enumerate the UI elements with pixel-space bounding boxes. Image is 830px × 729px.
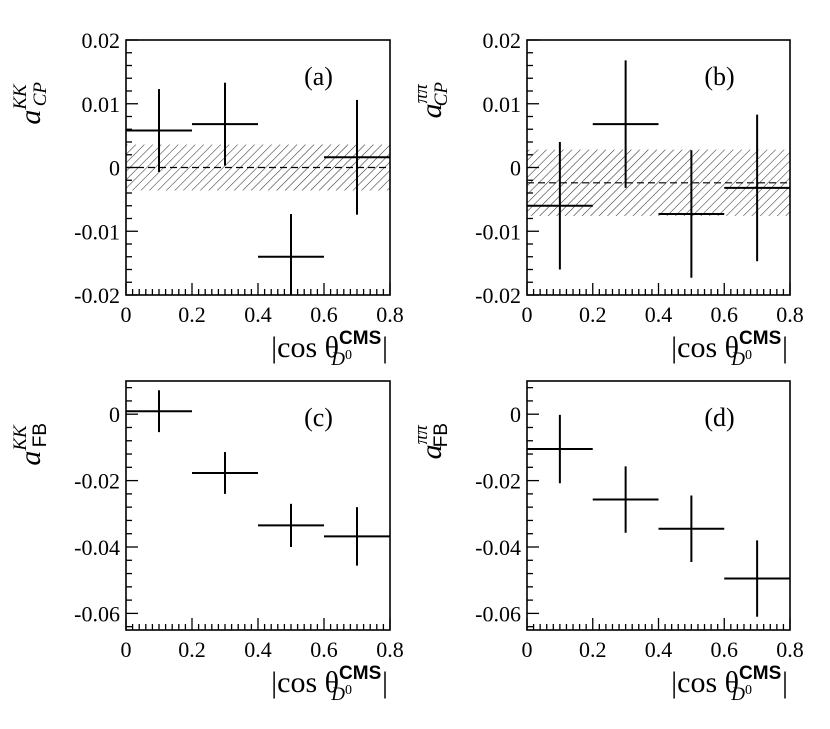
x-tick-label: 0	[121, 302, 132, 327]
x-tick-label: 0	[522, 637, 533, 662]
data-point	[527, 142, 593, 270]
y-tick-label: 0.02	[483, 28, 522, 53]
x-tick-label: 0.8	[376, 302, 404, 327]
plot-frame	[526, 380, 791, 631]
data-point	[192, 82, 258, 166]
y-axis-label: aKKFB	[10, 423, 51, 466]
x-tick-label: 0.4	[244, 637, 272, 662]
y-tick-label: -0.04	[74, 535, 120, 560]
y-axis-label: aππCP	[411, 82, 452, 119]
data-point	[658, 150, 725, 278]
y-tick-label: 0.02	[82, 28, 121, 53]
panel-label: (a)	[304, 62, 333, 91]
panel-c: 0 0.2 0.4 0.6 0.8 -0.06 -0.04 -0.02 0 (c) aKKFB |co…	[10, 380, 404, 705]
y-tick-label: -0.04	[475, 535, 521, 560]
y-axis-label: aππFB	[411, 423, 452, 459]
data-point	[192, 452, 258, 494]
x-tick-label: 0.2	[579, 302, 607, 327]
x-axis-label: |cos θCMS D0 |	[271, 328, 388, 370]
y-tick-label: -0.01	[475, 219, 521, 244]
x-axis-label: |cos θCMS D0 |	[671, 663, 788, 705]
x-tick-label: 0.8	[376, 637, 404, 662]
panel-a: 0 0.2 0.4 0.6 0.8 -0.02 -0.01 0 0.01 0.02 (a) aKKCP…	[10, 28, 404, 370]
y-tick-label: -0.02	[74, 469, 120, 494]
x-tick-label: 0.6	[711, 637, 739, 662]
x-tick-label: 0.8	[776, 637, 804, 662]
data-point	[126, 390, 192, 433]
y-tick-label: -0.02	[475, 283, 521, 308]
y-tick-label: -0.02	[74, 283, 120, 308]
data-point	[527, 414, 593, 484]
x-axis-label: |cos θCMS D0 |	[271, 663, 388, 705]
data-point	[324, 99, 390, 215]
x-tick-label: 0.4	[645, 302, 673, 327]
x-tick-label: 0.6	[711, 302, 739, 327]
panel-d: 0 0.2 0.4 0.6 0.8 -0.06 -0.04 -0.02 0 (d) aππFB |co…	[411, 380, 804, 705]
y-tick-label: -0.06	[475, 601, 521, 626]
y-tick-label: 0.01	[82, 92, 121, 117]
x-tick-label: 0.2	[178, 302, 206, 327]
plot-frame	[125, 380, 391, 631]
x-tick-label: 0.8	[776, 302, 804, 327]
y-tick-label: -0.01	[74, 219, 120, 244]
data-point	[324, 507, 390, 566]
x-tick-label: 0.6	[310, 302, 338, 327]
y-axis-label: aKKCP	[10, 82, 51, 125]
x-tick-label: 0.2	[178, 637, 206, 662]
y-tick-label: -0.06	[74, 601, 120, 626]
y-tick-label: 0	[109, 402, 120, 427]
data-point	[592, 466, 659, 533]
data-point	[258, 503, 324, 547]
x-tick-label: 0	[121, 637, 132, 662]
x-tick-label: 0.6	[310, 637, 338, 662]
data-point	[592, 60, 659, 188]
x-tick-label: 0	[522, 302, 533, 327]
x-axis-label: |cos θCMS D0 |	[671, 328, 788, 370]
panel-label: (b)	[704, 62, 734, 91]
data-point	[258, 214, 324, 295]
data-point	[724, 114, 790, 262]
x-tick-label: 0.2	[579, 637, 607, 662]
x-tick-label: 0.4	[244, 302, 272, 327]
panel-label: (d)	[704, 403, 734, 432]
panel-label: (c)	[304, 403, 333, 432]
y-tick-label: -0.02	[475, 469, 521, 494]
y-tick-label: 0.01	[483, 92, 522, 117]
data-point	[724, 540, 790, 617]
y-tick-label: 0	[109, 156, 120, 181]
y-tick-label: 0	[510, 402, 521, 427]
data-point	[658, 495, 725, 562]
x-tick-label: 0.4	[645, 637, 673, 662]
y-tick-label: 0	[510, 156, 521, 181]
data-point	[126, 89, 192, 172]
panel-b: 0 0.2 0.4 0.6 0.8 -0.02 -0.01 0 0.01 0.02 (b) aππCP…	[411, 28, 804, 370]
